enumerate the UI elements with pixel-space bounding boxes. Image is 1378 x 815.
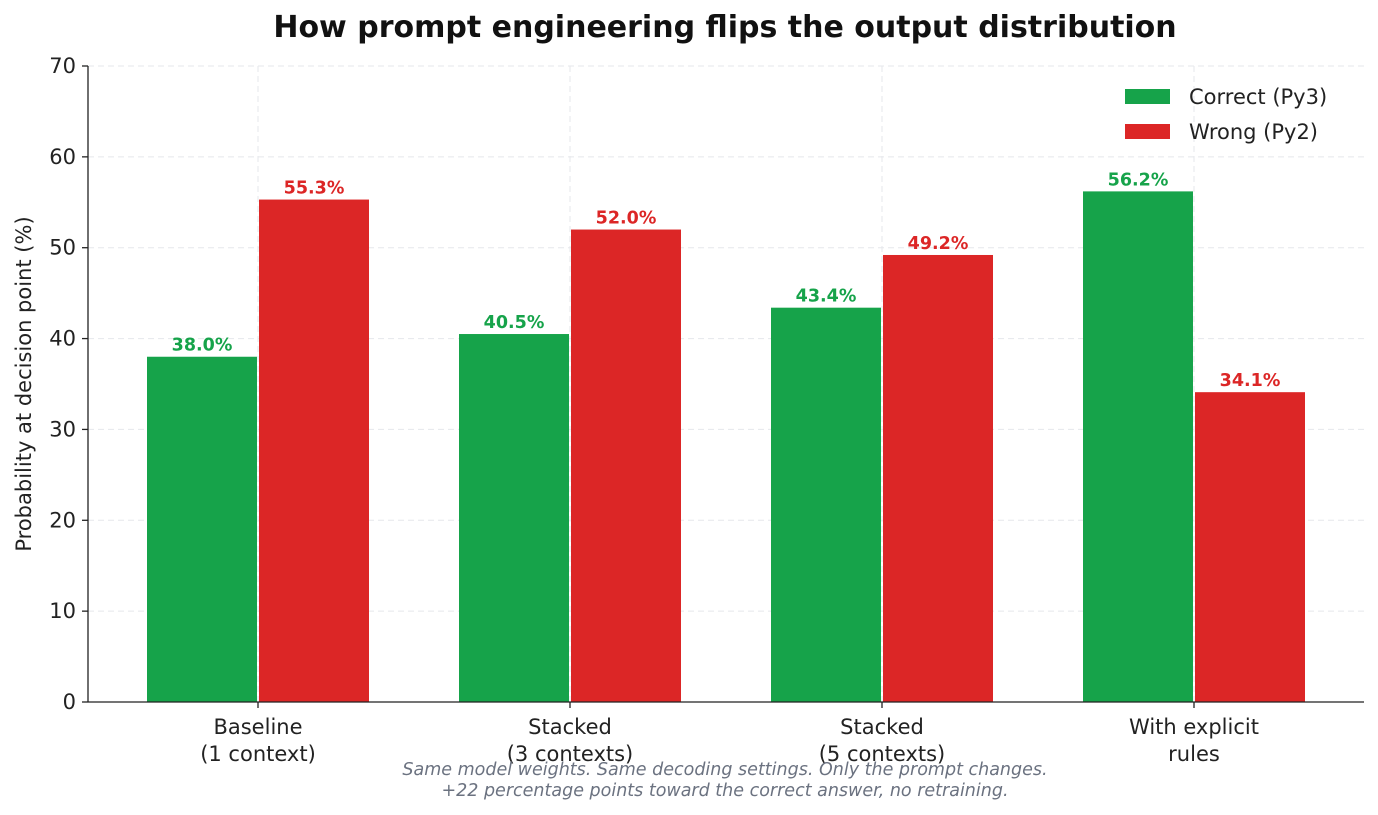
x-tick-label: With explicit rules [1129, 715, 1259, 766]
y-tick-label: 20 [49, 508, 76, 532]
x-tick-label-line: Stacked [840, 715, 924, 739]
chart-title: How prompt engineering flips the output … [273, 10, 1176, 45]
y-tick-label: 50 [49, 236, 76, 260]
x-tick-label-line: With explicit [1129, 715, 1259, 739]
value-label: 34.1% [1220, 371, 1281, 391]
value-label: 52.0% [596, 209, 657, 229]
bar-correct [771, 307, 881, 702]
x-tick-label-line: (3 contexts) [507, 742, 634, 766]
x-tick-label-line: (1 context) [200, 742, 316, 766]
bars [147, 191, 1305, 703]
x-tick-label-line: (5 contexts) [819, 742, 946, 766]
x-tick-label-line: Baseline [213, 715, 302, 739]
bar-correct [1083, 191, 1193, 702]
y-tick-label: 60 [49, 145, 76, 169]
footnote-line-2: +22 percentage points toward the correct… [441, 781, 1008, 801]
bar-wrong [259, 199, 369, 702]
bar-correct [147, 356, 257, 702]
value-label: 56.2% [1108, 170, 1169, 190]
legend-label: Correct (Py3) [1189, 85, 1327, 109]
y-tick-label: 70 [49, 54, 76, 78]
x-axis-ticks: Baseline (1 context)Stacked (3 contexts)St… [200, 702, 1259, 766]
x-tick-label: Stacked (3 contexts) [507, 715, 634, 766]
legend: Correct (Py3) Wrong (Py2) [1125, 85, 1327, 144]
footnote-line-1: Same model weights. Same decoding settin… [402, 760, 1047, 780]
y-axis-ticks: 0 10 20 30 40 50 60 70 [49, 54, 88, 714]
x-tick-label: Stacked (5 contexts) [819, 715, 946, 766]
value-label: 43.4% [796, 287, 857, 307]
legend-swatch [1125, 89, 1170, 104]
x-tick-label: Baseline (1 context) [200, 715, 316, 766]
bar-wrong [571, 229, 681, 703]
y-tick-label: 0 [63, 690, 76, 714]
value-label: 55.3% [284, 179, 345, 199]
bar-wrong [1195, 392, 1305, 702]
bar-wrong [883, 254, 993, 703]
y-tick-label: 10 [49, 599, 76, 623]
y-tick-label: 30 [49, 417, 76, 441]
bar-correct [459, 334, 569, 702]
x-tick-label-line: Stacked [528, 715, 612, 739]
value-label: 49.2% [908, 234, 969, 254]
x-tick-label-line: rules [1168, 742, 1220, 766]
value-label: 40.5% [484, 313, 545, 333]
legend-label: Wrong (Py2) [1189, 120, 1318, 144]
y-tick-label: 40 [49, 327, 76, 351]
value-labels: 38.0% 40.5% 43.4% 56.2% 55.3% 52.0% 49.2% 34.1% [172, 170, 1281, 391]
axes [87, 66, 1364, 703]
legend-swatch [1125, 124, 1170, 139]
value-label: 38.0% [172, 336, 233, 356]
y-axis-label: Probability at decision point (%) [12, 216, 36, 551]
